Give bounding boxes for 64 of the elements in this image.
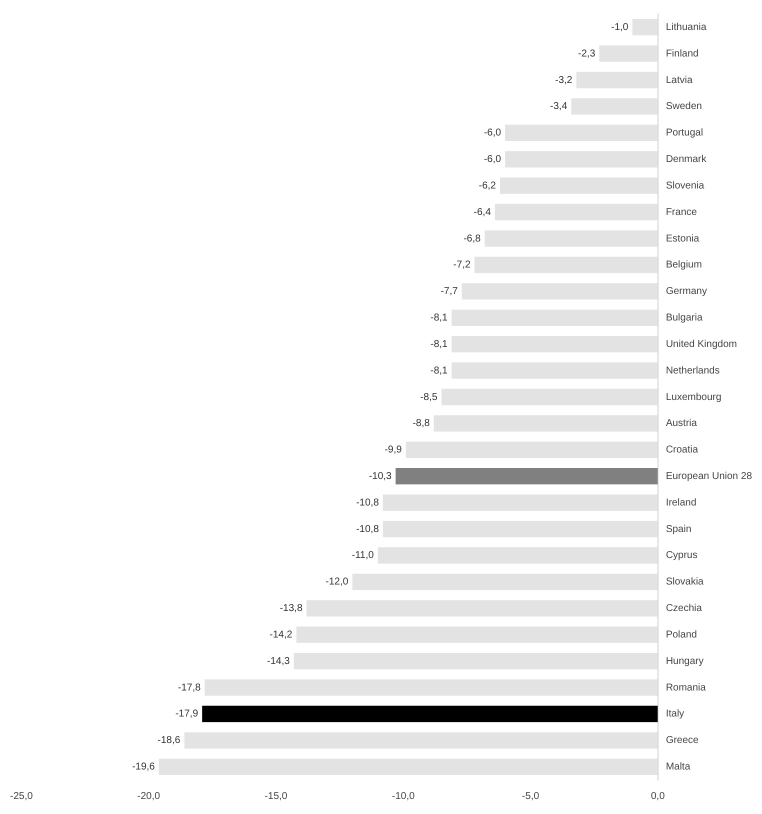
data-label: -14,3 xyxy=(266,656,290,667)
y-tick-label: United Kingdom xyxy=(666,338,737,350)
y-tick-label: Denmark xyxy=(666,154,708,166)
y-tick-label: Poland xyxy=(666,629,697,640)
y-tick-label: Latvia xyxy=(666,74,693,86)
data-label: -18,6 xyxy=(158,735,181,746)
y-tick-label: Italy xyxy=(666,708,684,720)
x-tick-label: -15,0 xyxy=(264,790,288,802)
y-tick-label: Romania xyxy=(666,682,706,694)
data-label: -8,8 xyxy=(412,418,430,430)
data-label: -10,8 xyxy=(356,497,380,508)
y-tick-label: Austria xyxy=(666,418,698,430)
data-label: -11,0 xyxy=(352,550,374,562)
y-tick-label: Cyprus xyxy=(666,550,698,562)
data-label: -3,4 xyxy=(550,101,568,112)
x-tick-label: -5,0 xyxy=(522,790,540,802)
data-label: -19,6 xyxy=(132,762,156,773)
data-label: -14,2 xyxy=(270,629,293,640)
y-tick-label: Netherlands xyxy=(666,365,720,376)
data-label: -6,0 xyxy=(484,154,502,166)
y-tick-label: Slovenia xyxy=(666,180,705,192)
x-tick-label: -25,0 xyxy=(10,790,34,802)
y-tick-label: Estonia xyxy=(666,233,700,244)
data-label: -17,8 xyxy=(178,682,202,694)
data-label: -6,4 xyxy=(474,206,492,218)
y-tick-label: Croatia xyxy=(666,444,698,456)
data-label: -13,8 xyxy=(280,603,303,614)
y-tick-label: Ireland xyxy=(666,497,696,508)
x-tick-label: 0,0 xyxy=(650,790,666,802)
y-tick-label: Hungary xyxy=(666,656,704,667)
data-label: -1,0 xyxy=(611,22,629,33)
y-tick-label: Portugal xyxy=(666,128,704,139)
y-tick-label: European Union 28 xyxy=(666,470,752,482)
y-tick-label: France xyxy=(666,206,698,218)
y-tick-label: Spain xyxy=(666,524,692,535)
data-label: -2,3 xyxy=(578,48,596,60)
y-tick-label: Czechia xyxy=(666,603,702,614)
y-tick-label: Germany xyxy=(666,286,707,298)
y-tick-label: Malta xyxy=(666,762,691,773)
data-label: -6,8 xyxy=(463,233,482,244)
data-label: -7,7 xyxy=(440,286,458,298)
data-label: -8,1 xyxy=(430,338,448,350)
y-tick-label: Belgium xyxy=(666,260,702,271)
x-tick-label: -10,0 xyxy=(392,790,416,802)
data-label: -8,1 xyxy=(430,365,448,376)
x-tick-label: -20,0 xyxy=(137,790,161,802)
y-tick-label: Luxembourg xyxy=(666,392,722,403)
data-label: -3,2 xyxy=(555,74,573,86)
data-label: -8,5 xyxy=(420,392,438,403)
data-label: -9,9 xyxy=(384,444,402,456)
y-tick-label: Slovakia xyxy=(666,576,704,588)
data-label: -10,8 xyxy=(356,524,380,535)
data-label: -8,1 xyxy=(430,312,448,324)
y-tick-label: Greece xyxy=(666,735,700,746)
data-label: -12,0 xyxy=(326,576,349,588)
data-label: -6,2 xyxy=(478,180,496,192)
y-tick-label: Sweden xyxy=(666,101,702,112)
data-label: -17,9 xyxy=(175,708,199,720)
y-tick-label: Finland xyxy=(666,48,699,60)
data-label: -10,3 xyxy=(368,470,392,482)
y-tick-label: Lithuania xyxy=(666,22,707,33)
data-label: -7,2 xyxy=(453,260,471,271)
data-label: -6,0 xyxy=(484,128,502,139)
y-tick-label: Bulgaria xyxy=(666,312,703,324)
